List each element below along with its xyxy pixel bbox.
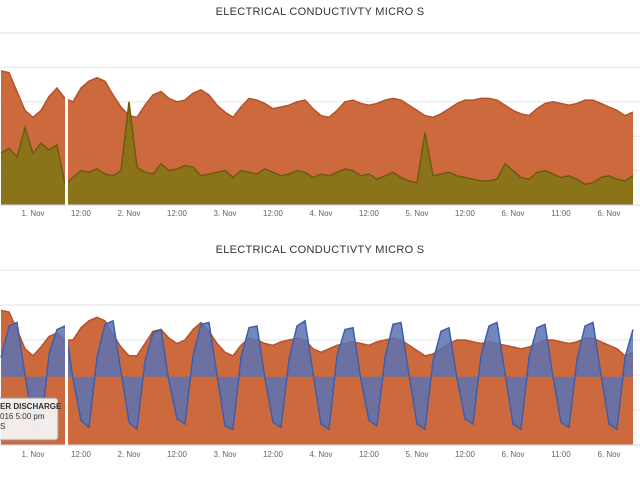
x-tick-label: 12:00: [263, 209, 284, 218]
x-tick-label: 11:00: [551, 209, 571, 218]
x-tick-label: 3. Nov: [213, 209, 236, 218]
tooltip-box: [0, 397, 59, 441]
x-tick-label: 12:00: [455, 450, 476, 459]
series-line: [0, 70, 634, 119]
tooltip-text: 016 5:00 pm: [0, 412, 45, 421]
crosshair: [65, 88, 68, 205]
x-tick-label: 11:00: [551, 450, 571, 459]
x-tick-label: 12:00: [359, 450, 380, 459]
x-tick-label: 6. Nov: [501, 209, 524, 218]
series-line: [0, 101, 634, 186]
chart-panel: ELECTRICAL CONDUCTIVTY MICRO S 1. Nov 12:0…: [0, 6, 640, 218]
chart-title: ELECTRICAL CONDUCTIVTY MICRO S: [216, 244, 425, 256]
x-tick-label: 2. Nov: [117, 450, 140, 459]
x-tick-label: 5. Nov: [405, 450, 428, 459]
x-tick-label: 12:00: [167, 209, 188, 218]
chart-panel: ELECTRICAL CONDUCTIVTY MICRO S 1. Nov 12:0…: [0, 244, 640, 459]
x-tick-label: 6. Nov: [597, 209, 620, 218]
x-tick-label: 4. Nov: [309, 450, 332, 459]
x-tick-label: 5. Nov: [405, 209, 428, 218]
x-tick-label: 6. Nov: [501, 450, 524, 459]
x-tick-label: 1. Nov: [21, 209, 44, 218]
tooltip-text: S: [0, 422, 5, 431]
x-tick-label: 12:00: [167, 450, 188, 459]
x-tick-label: 6. Nov: [597, 450, 620, 459]
chart-title: ELECTRICAL CONDUCTIVTY MICRO S: [216, 6, 425, 18]
x-tick-label: 12:00: [263, 450, 284, 459]
x-tick-label: 3. Nov: [213, 450, 236, 459]
x-tick-label: 2. Nov: [117, 209, 140, 218]
x-tick-label: 12:00: [71, 450, 92, 459]
x-tick-label: 4. Nov: [309, 209, 332, 218]
x-tick-label: 12:00: [455, 209, 476, 218]
tooltip-text: ER DISCHARGE: [0, 402, 62, 411]
series-area: [1, 101, 633, 205]
x-tick-label: 12:00: [359, 209, 380, 218]
x-tick-label: 12:00: [71, 209, 92, 218]
series-line: [0, 319, 634, 431]
x-tick-label: 1. Nov: [21, 450, 44, 459]
crosshair: [65, 325, 68, 445]
